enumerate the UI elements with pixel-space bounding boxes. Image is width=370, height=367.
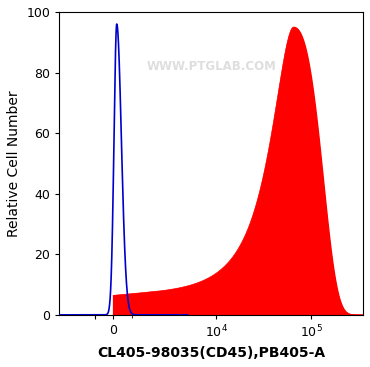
Y-axis label: Relative Cell Number: Relative Cell Number [7, 90, 21, 237]
X-axis label: CL405-98035(CD45),PB405-A: CL405-98035(CD45),PB405-A [97, 346, 325, 360]
Text: WWW.PTGLAB.COM: WWW.PTGLAB.COM [146, 60, 276, 73]
